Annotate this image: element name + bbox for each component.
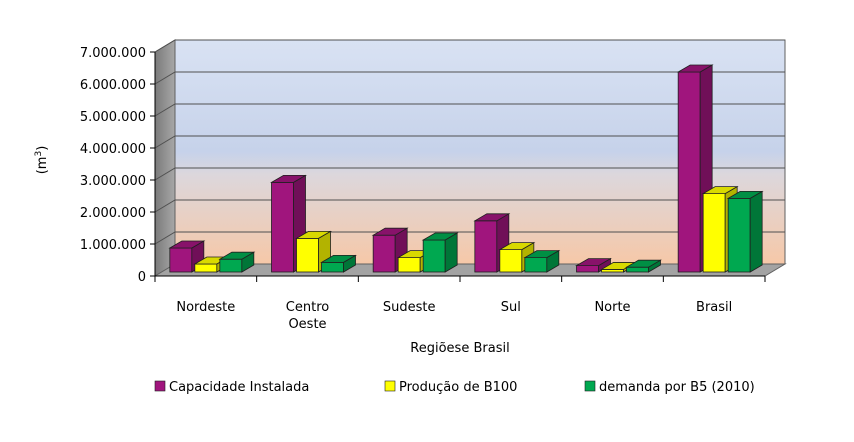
bar-demanda-por-b5-2010-	[218, 251, 256, 273]
x-tick-label: Sudeste	[383, 300, 436, 315]
bar-front	[422, 239, 446, 273]
bar-front	[219, 258, 243, 273]
x-tick-label-line: Oeste	[288, 317, 326, 332]
bar-front	[271, 181, 294, 273]
bar-front	[702, 193, 726, 273]
bar-top	[473, 213, 511, 222]
bar-top	[625, 259, 662, 268]
y-tick-label: 0	[138, 270, 146, 285]
x-tick-label: Brasil	[696, 300, 732, 315]
bar-front	[524, 257, 548, 273]
bar-top	[320, 254, 357, 263]
bar-capacidade-instalada	[575, 257, 612, 273]
bar-top	[676, 64, 714, 73]
legend-item: demanda por B5 (2010)	[584, 380, 755, 395]
bar-top	[270, 174, 307, 183]
x-axis-title: Regiõese Brasil	[410, 341, 509, 356]
x-tick-label: Norte	[594, 300, 630, 315]
x-tick-label: Centro Oeste	[286, 300, 329, 332]
x-tick-label-line: Nordeste	[176, 300, 235, 315]
bar-front	[372, 234, 396, 273]
y-axis-title-sup: 3	[34, 151, 44, 157]
bar-top	[295, 230, 332, 239]
y-tick-label: 1.000.000	[80, 238, 146, 253]
y-axis-title-close: )	[35, 146, 50, 151]
gridline	[154, 135, 785, 149]
y-tick-label: 2.000.000	[80, 206, 146, 221]
y-tick-label: 5.000.000	[80, 110, 146, 125]
gridline	[154, 199, 785, 213]
bar-top	[575, 258, 612, 267]
legend-label: demanda por B5 (2010)	[599, 380, 755, 395]
legend-label: Capacidade Instalada	[169, 380, 309, 395]
bar-demanda-por-b5-2010-	[320, 254, 357, 273]
bar-front	[397, 257, 421, 273]
legend-label: Produção de B100	[399, 380, 517, 395]
bar-top	[168, 240, 206, 249]
bar-front	[474, 220, 498, 273]
bar-front	[677, 71, 701, 273]
bar-front	[626, 266, 649, 273]
bar-top	[421, 232, 459, 241]
bar-demanda-por-b5-2010-	[523, 249, 561, 273]
x-tick-label-line: Sudeste	[383, 300, 436, 315]
bar-demanda-por-b5-2010-	[726, 190, 764, 273]
bar-front	[321, 261, 344, 273]
y-axis-title-base: (m	[35, 157, 50, 175]
y-axis-title: (m3)	[34, 146, 50, 175]
x-tick-label: Nordeste	[176, 300, 235, 315]
gridline	[154, 231, 785, 245]
legend-item: Produção de B100	[384, 380, 517, 395]
x-tick-label-line: Brasil	[696, 300, 732, 315]
y-tick-label: 4.000.000	[80, 142, 146, 157]
gridline	[154, 71, 785, 85]
bar-top	[218, 251, 256, 260]
bar-front	[499, 249, 523, 273]
gridline	[154, 39, 785, 53]
bar-front	[576, 265, 599, 273]
x-tick-label-line: Centro	[286, 300, 329, 315]
x-tick-label: Sul	[501, 300, 521, 315]
legend-swatch	[584, 380, 596, 392]
bar-top	[523, 250, 561, 259]
y-tick-label: 6.000.000	[80, 78, 146, 93]
bar-front	[296, 237, 319, 273]
x-tick-label-line: Norte	[594, 300, 630, 315]
legend-swatch	[384, 380, 396, 392]
x-tick-label-line: Sul	[501, 300, 521, 315]
legend-swatch	[154, 380, 166, 392]
gridline	[154, 103, 785, 117]
bar-top	[371, 227, 409, 236]
legend-item: Capacidade Instalada	[154, 380, 309, 395]
bar-demanda-por-b5-2010-	[421, 232, 459, 273]
bar-front	[169, 247, 193, 273]
bar-top	[726, 190, 764, 199]
bar-side	[749, 190, 763, 273]
bar-top	[498, 242, 536, 251]
bar-front	[727, 197, 751, 273]
chart-side-wall	[154, 39, 176, 277]
gridline	[154, 167, 785, 181]
bar-top	[701, 186, 739, 195]
bar-front	[194, 263, 218, 273]
y-tick-label: 3.000.000	[80, 174, 146, 189]
y-tick-label: 7.000.000	[80, 46, 146, 61]
bar-demanda-por-b5-2010-	[625, 259, 662, 273]
